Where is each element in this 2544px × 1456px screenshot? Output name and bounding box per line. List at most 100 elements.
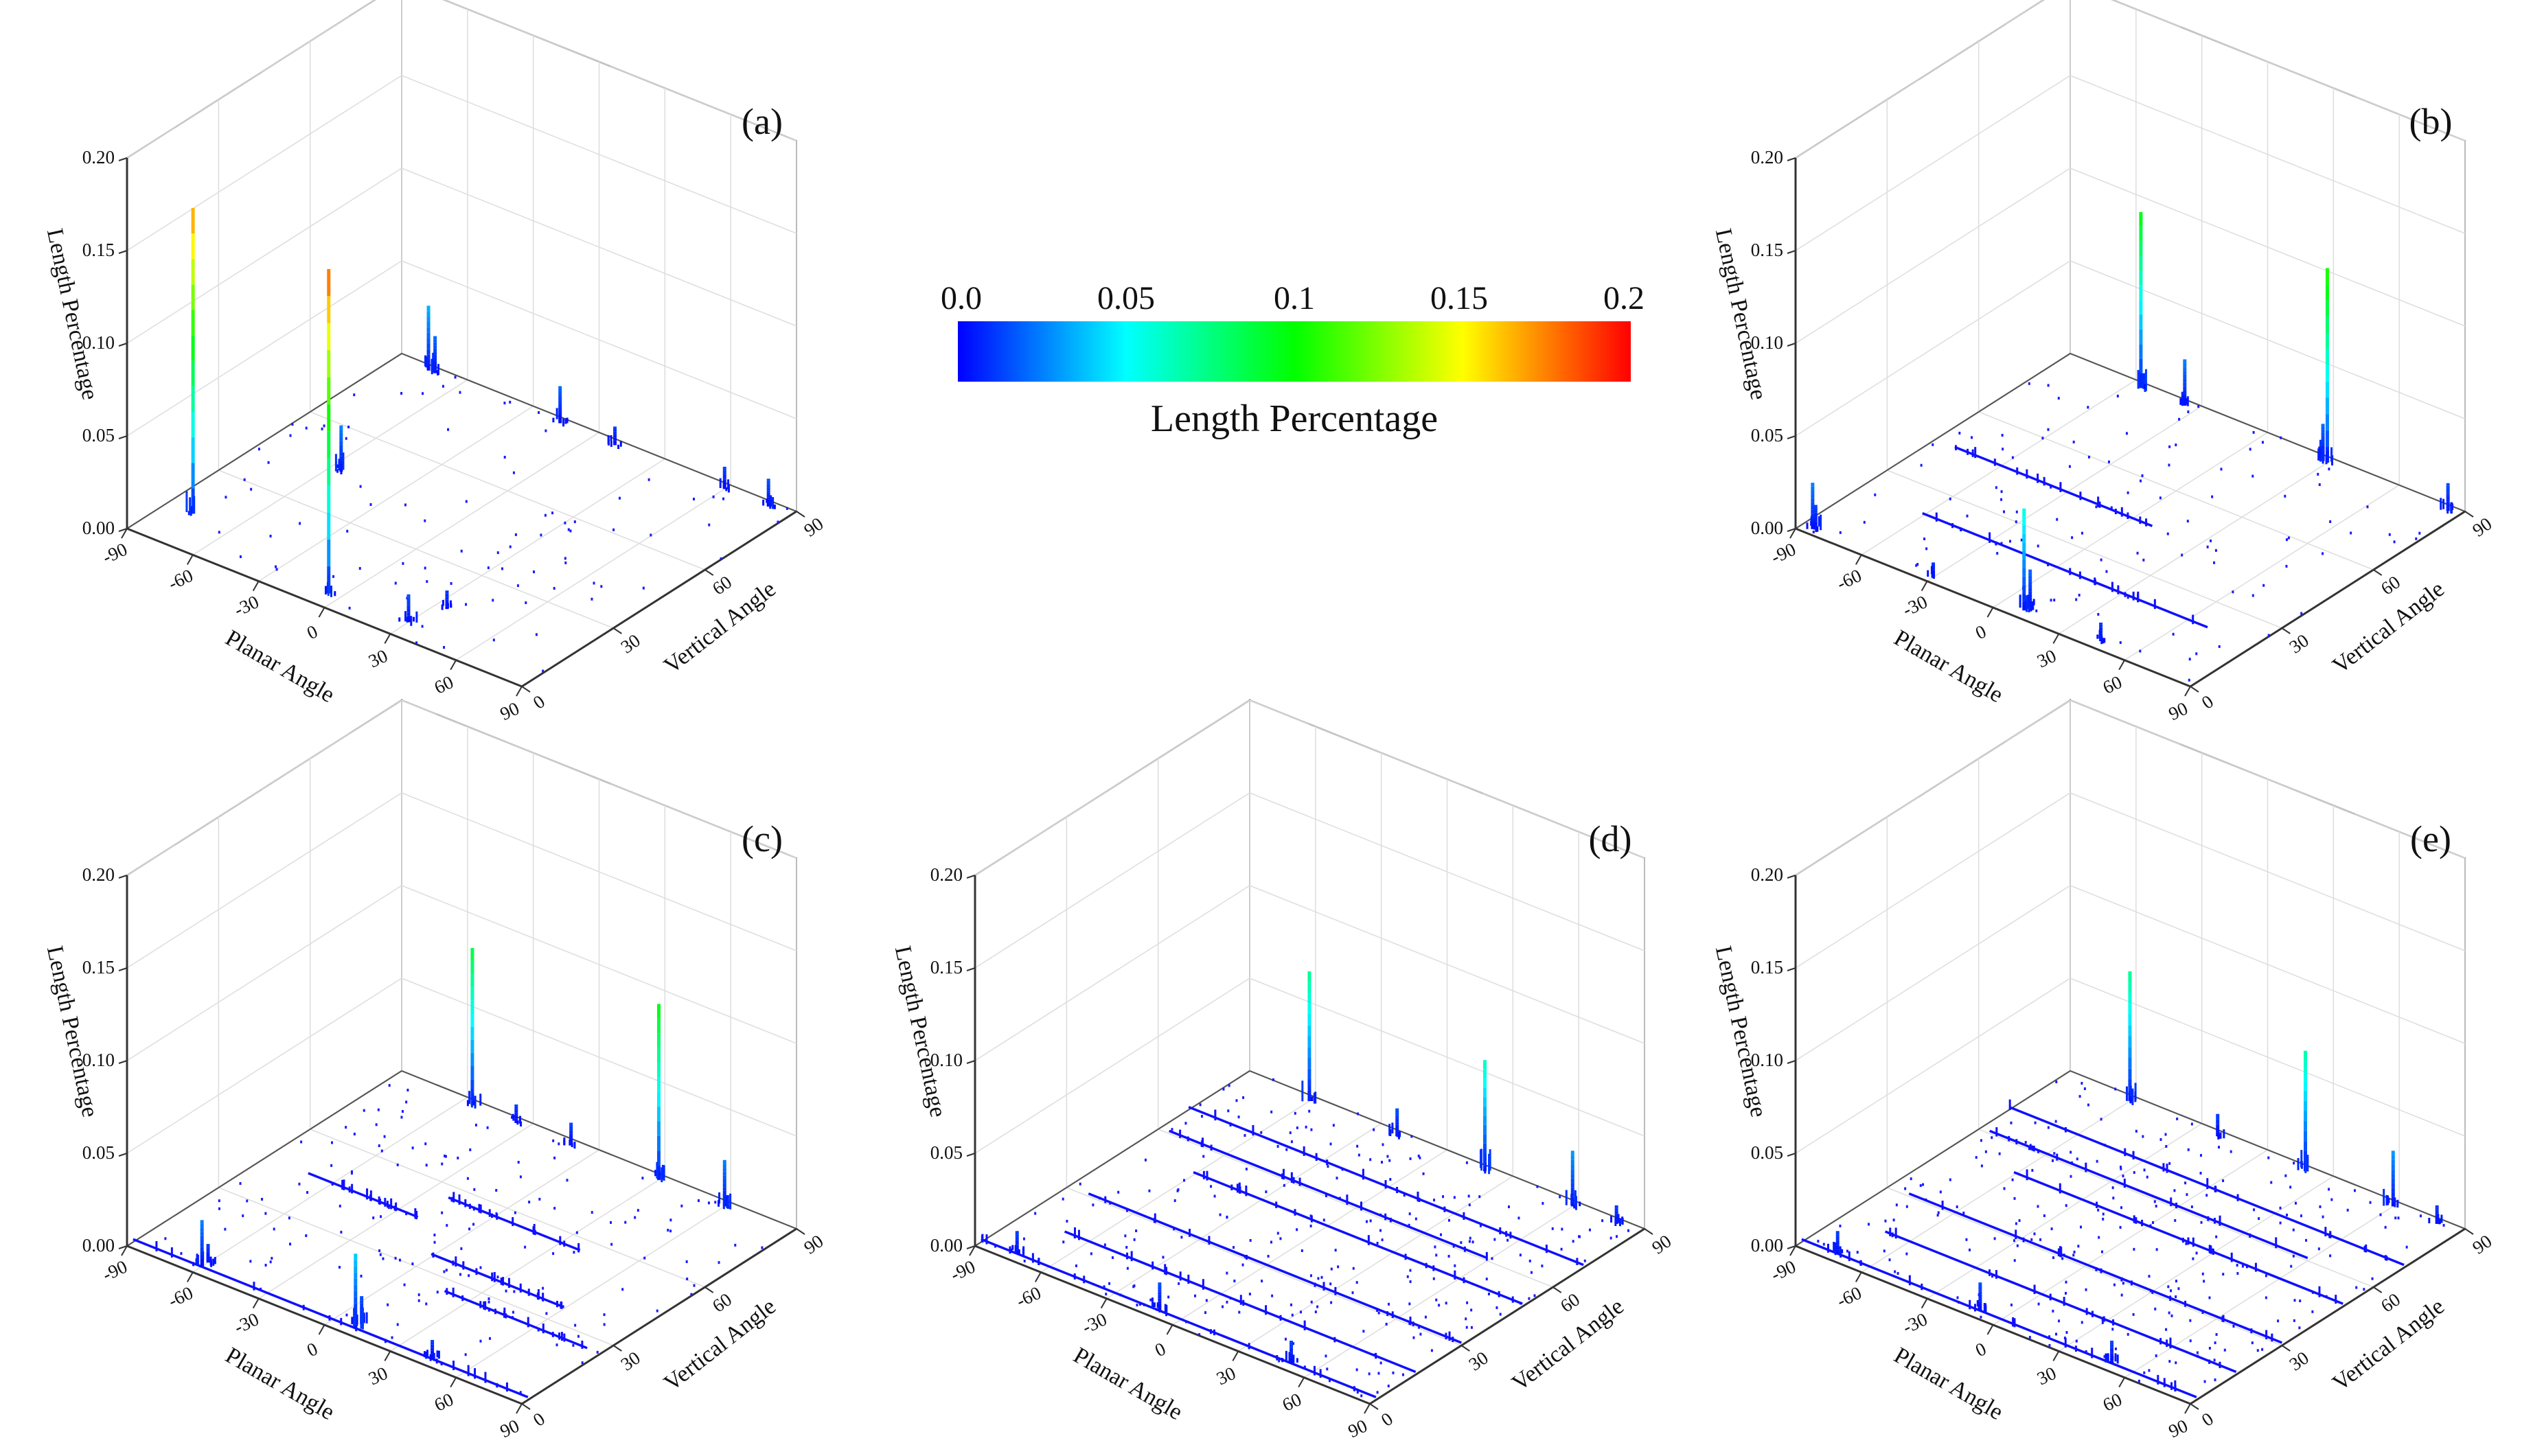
bar-small — [2223, 1348, 2226, 1352]
bar-small — [2203, 1380, 2206, 1383]
bar-small — [464, 1353, 467, 1356]
bar-small — [417, 1299, 420, 1302]
bar-small — [1508, 1205, 1511, 1209]
bar-row — [1801, 1238, 2197, 1398]
bar-small — [707, 1201, 710, 1205]
bar-small — [2286, 1213, 2289, 1216]
bar-small — [553, 1156, 556, 1159]
bar-small — [2164, 1133, 2167, 1136]
bar-small — [2265, 1296, 2267, 1299]
x-tick — [969, 1245, 976, 1256]
bar-small — [650, 533, 652, 537]
bar-small — [2211, 495, 2214, 498]
bar-small — [2055, 1081, 2058, 1084]
bar-small — [2087, 1103, 2089, 1107]
bar-small — [2142, 1135, 2144, 1138]
bar-small — [610, 1243, 613, 1246]
bar-small — [2267, 1156, 2270, 1159]
bar-small — [1956, 1205, 1958, 1209]
bar-small — [1447, 1218, 1450, 1222]
bar-small — [634, 1216, 637, 1219]
y-tick — [2464, 511, 2474, 518]
walls — [126, 0, 797, 687]
bar-small — [442, 384, 444, 388]
bar-small — [1980, 1315, 1982, 1319]
y-tick-label: 60 — [2377, 1289, 2404, 1317]
bar-small — [1135, 1229, 1138, 1232]
bar-small — [2122, 1175, 2124, 1178]
bar-small — [1856, 1251, 1859, 1254]
bar-small — [2293, 1319, 2295, 1322]
bar-small — [1910, 1177, 1912, 1181]
bar-small — [2213, 1359, 2216, 1362]
bar-small — [1198, 1333, 1201, 1337]
y-tick-label: 30 — [617, 630, 644, 658]
bar-small — [2292, 1254, 2295, 1258]
x-tick-label: -60 — [165, 1282, 196, 1311]
bar-small — [2285, 564, 2288, 568]
z-tick — [1787, 1245, 1796, 1249]
bar-small — [164, 1237, 167, 1240]
bar-small — [1245, 1167, 1248, 1170]
bar-small — [2298, 1326, 2301, 1330]
bar-small — [1241, 1263, 1244, 1267]
x-tick-label: -90 — [100, 1256, 130, 1285]
bar-small — [1433, 1199, 1436, 1202]
bar-small — [524, 1245, 527, 1249]
bar-small — [239, 555, 242, 559]
bar-small — [2013, 1259, 2016, 1262]
bar-small — [1328, 1379, 1331, 1383]
bar-small — [1884, 1219, 1887, 1223]
bar-small — [380, 1215, 382, 1218]
bar-small — [405, 1100, 408, 1104]
bar-small — [1485, 1278, 1488, 1281]
bar-small — [516, 584, 519, 588]
bar-small — [2188, 658, 2191, 661]
bar-small — [1373, 1128, 1375, 1131]
x-floor-gridline — [2124, 1202, 2400, 1378]
bar-small — [1148, 1189, 1151, 1192]
x-tick-label: 90 — [2166, 698, 2191, 725]
bar-small — [1381, 1160, 1384, 1164]
bar-small — [2293, 1299, 2296, 1302]
bar-small — [1105, 1293, 1108, 1296]
bar-small — [718, 1261, 720, 1264]
bar-small — [519, 1391, 522, 1394]
bar-small — [459, 1273, 461, 1276]
bar-small — [2206, 545, 2209, 548]
bar-small — [264, 1212, 267, 1215]
z-tick-label: 0.10 — [930, 1050, 963, 1070]
bar-small — [1904, 1187, 1907, 1190]
panel-label: (e) — [2410, 818, 2451, 859]
bar-small — [2236, 1264, 2238, 1267]
bar-small — [564, 561, 567, 564]
bar-small — [1470, 1308, 1473, 1312]
bar-small — [2083, 1087, 2086, 1091]
y-tick-label: 90 — [800, 1231, 827, 1258]
bar-small — [1184, 1122, 1187, 1125]
bar-small — [1916, 563, 1919, 566]
bar-small — [2311, 1310, 2314, 1313]
bar-small — [2251, 1341, 2254, 1345]
bar-small — [394, 1256, 397, 1260]
bar-small — [1445, 1302, 1447, 1305]
bar-small — [267, 461, 270, 464]
bar-small — [275, 565, 277, 568]
bar-small — [512, 1310, 514, 1314]
bar-small — [350, 1170, 353, 1173]
bar-small — [1330, 1267, 1333, 1271]
bar-small — [2279, 1206, 2282, 1210]
bar-small — [1132, 1285, 1135, 1289]
bar-small — [1332, 1124, 1335, 1127]
bar-small — [1998, 1152, 2001, 1155]
bar-small — [1376, 1391, 1379, 1394]
bar-small — [686, 1278, 689, 1281]
bar-small — [2165, 1145, 2168, 1148]
x-floor-gridline — [192, 1096, 468, 1273]
bar-small — [1296, 1228, 1298, 1232]
bar-small — [1958, 431, 1961, 435]
x-tick-label: 60 — [2100, 671, 2125, 698]
bar-small — [1414, 1217, 1417, 1221]
bar-small — [2232, 1324, 2235, 1328]
colorbar-title: Length Percentage — [1151, 397, 1438, 440]
